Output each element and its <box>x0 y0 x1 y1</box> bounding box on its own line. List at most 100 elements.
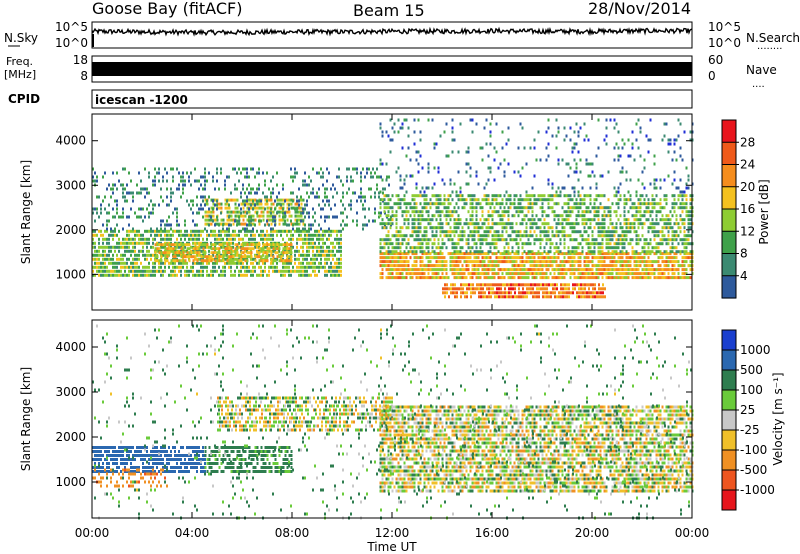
power-cell <box>124 167 126 171</box>
power-cell <box>395 252 398 256</box>
power-cell <box>651 250 654 254</box>
power-cell <box>168 261 170 265</box>
power-cell <box>592 291 594 295</box>
power-cell <box>230 198 233 202</box>
power-cell <box>176 167 178 171</box>
power-cell <box>611 256 614 260</box>
power-cell <box>110 273 112 277</box>
power-cell <box>186 233 188 237</box>
power-cell <box>498 283 500 287</box>
power-cell <box>551 264 554 268</box>
power-cell <box>228 237 230 241</box>
power-cell <box>582 283 584 287</box>
power-cell <box>607 264 610 268</box>
power-cell <box>298 229 300 233</box>
power-cell <box>689 210 692 214</box>
power-cell <box>409 268 412 272</box>
power-cell <box>415 272 418 276</box>
power-cell <box>583 276 586 280</box>
power-cell <box>473 234 476 238</box>
power-cell <box>457 226 460 230</box>
power-cell <box>214 223 216 227</box>
power-cell <box>130 269 132 273</box>
power-cell <box>158 233 160 237</box>
power-cell <box>585 238 588 242</box>
power-cell <box>581 222 584 226</box>
power-cell <box>578 291 580 295</box>
power-cell <box>176 273 178 277</box>
power-cell <box>689 222 692 226</box>
power-cell <box>326 229 328 233</box>
power-cell <box>543 246 546 250</box>
power-cell <box>451 264 454 268</box>
power-cell <box>118 269 120 273</box>
power-cell <box>457 218 460 222</box>
power-cell <box>180 175 182 179</box>
power-cell <box>425 202 428 206</box>
power-cell <box>202 237 204 241</box>
power-cell <box>643 264 646 268</box>
power-cell <box>555 230 558 234</box>
power-cell <box>583 238 586 242</box>
power-cell <box>605 230 608 234</box>
power-cell <box>675 252 678 256</box>
power-cell <box>240 247 243 251</box>
power-cell <box>124 253 126 257</box>
power-cell <box>196 237 198 241</box>
power-cell <box>519 268 522 272</box>
power-cell <box>330 261 332 265</box>
power-cell <box>655 234 658 238</box>
power-cell <box>659 218 662 222</box>
power-cell <box>551 242 554 246</box>
power-cell <box>288 265 290 269</box>
power-cell <box>443 242 446 246</box>
power-cell <box>240 243 243 247</box>
power-cell <box>246 171 248 175</box>
power-cell <box>300 206 303 210</box>
noise-panel: N.Sky 10^5 10^0 10^5 10^0 N.Search .....… <box>4 20 800 52</box>
power-cell <box>379 126 382 130</box>
power-cell <box>172 265 174 269</box>
power-cell <box>679 252 682 256</box>
power-cell <box>236 243 239 247</box>
power-cell <box>495 202 498 206</box>
power-cell <box>523 214 526 218</box>
power-cell <box>594 295 596 299</box>
power-cell <box>561 234 564 238</box>
power-cell <box>306 265 308 269</box>
power-cell <box>585 230 588 234</box>
power-cell <box>615 230 618 234</box>
power-cell <box>246 202 249 206</box>
power-cell <box>150 227 152 231</box>
power-cell <box>234 214 237 218</box>
power-cell <box>128 245 130 249</box>
power-cell <box>594 283 596 287</box>
power-cell <box>465 264 468 268</box>
power-cell <box>509 206 512 210</box>
power-cell <box>528 287 530 291</box>
power-cell <box>637 276 640 280</box>
power-cell <box>595 214 598 218</box>
power-cell <box>578 295 580 299</box>
power-cell <box>126 233 128 237</box>
power-cell <box>469 234 472 238</box>
power-cell <box>663 268 666 272</box>
power-cell <box>549 264 552 268</box>
power-cell <box>304 233 306 237</box>
power-cell <box>623 202 626 206</box>
power-cell <box>435 202 438 206</box>
power-cell <box>601 230 604 234</box>
power-cell <box>148 269 150 273</box>
power-cell <box>132 195 134 199</box>
power-cell <box>298 214 301 218</box>
power-cell <box>156 233 158 237</box>
power-cell <box>453 268 456 272</box>
power-cell <box>168 229 170 233</box>
power-cell <box>272 269 274 273</box>
power-cell <box>653 238 656 242</box>
power-cell <box>302 183 304 187</box>
power-cell <box>146 269 148 273</box>
power-cell <box>439 250 442 254</box>
power-cell <box>136 229 138 233</box>
power-cell <box>593 250 596 254</box>
